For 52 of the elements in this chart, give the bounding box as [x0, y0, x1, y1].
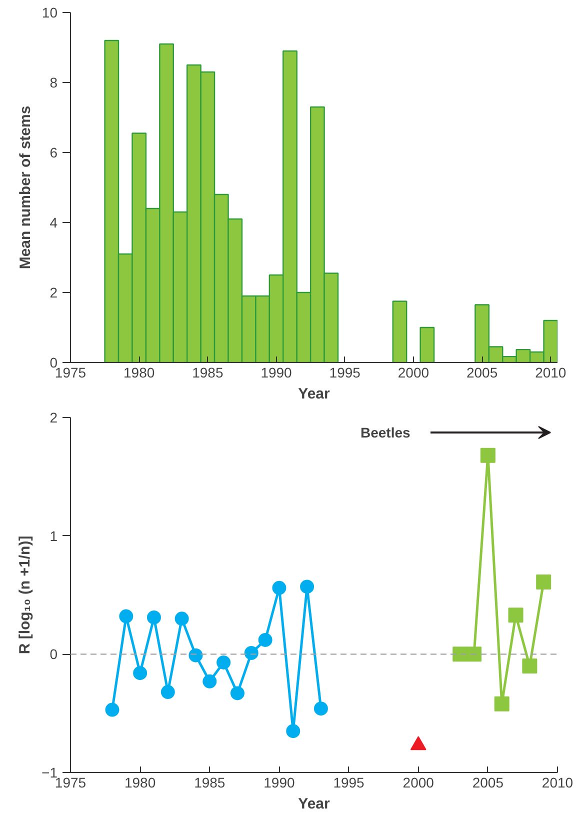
- point: [466, 646, 482, 662]
- point: [508, 608, 524, 623]
- x-tick-label: 2005: [466, 364, 498, 380]
- point: [272, 580, 286, 595]
- point: [494, 696, 510, 712]
- x-tick-label: 1990: [264, 774, 295, 790]
- point: [314, 702, 328, 716]
- x-tick-label: 1980: [124, 774, 156, 790]
- y-tick-label: 0: [50, 354, 58, 370]
- y-tick-label: 2: [50, 410, 58, 426]
- point: [522, 658, 538, 674]
- x-tick-label: 2000: [398, 364, 430, 380]
- bar: [392, 300, 408, 362]
- x-tick-label: 2010: [542, 774, 574, 790]
- x-tick-label: 1985: [192, 364, 224, 380]
- x-tick-label: 1990: [260, 364, 292, 380]
- point: [188, 648, 203, 662]
- x-tick-label: 2010: [535, 364, 566, 380]
- annotation: Beetles: [360, 424, 411, 440]
- point: [286, 724, 300, 738]
- point: [480, 448, 496, 463]
- x-tick-label: 1980: [124, 364, 155, 380]
- x-axis-title: Year: [298, 386, 330, 402]
- y-tick-label: 10: [42, 4, 58, 20]
- point: [536, 574, 552, 590]
- point: [202, 674, 217, 688]
- point: [174, 612, 189, 626]
- point: [133, 666, 148, 680]
- point: [216, 655, 231, 670]
- point: [105, 702, 120, 717]
- y-axis-title: R [log₁₀ (n +1/n)]: [16, 536, 34, 654]
- point: [244, 646, 258, 660]
- y-tick-label: 0: [50, 646, 58, 662]
- y-axis-title: Mean number of stems: [16, 106, 34, 270]
- x-tick-label: 1985: [194, 774, 226, 790]
- y-tick-label: 2: [50, 284, 58, 300]
- x-axis-title: Year: [298, 796, 330, 812]
- point: [230, 686, 244, 700]
- point: [146, 610, 161, 624]
- x-tick-label: 1995: [329, 364, 361, 380]
- point: [300, 580, 314, 594]
- y-tick-label: 6: [50, 144, 58, 160]
- y-tick-label: 1: [50, 528, 58, 544]
- y-tick-label: 4: [50, 214, 58, 230]
- point: [258, 632, 272, 647]
- x-tick-label: 2000: [402, 774, 434, 790]
- y-tick-label: 8: [50, 74, 58, 90]
- bar: [420, 326, 435, 362]
- x-tick-label: 1995: [333, 774, 365, 790]
- point: [119, 609, 134, 624]
- x-tick-label: 2005: [472, 774, 504, 790]
- point: [160, 685, 175, 700]
